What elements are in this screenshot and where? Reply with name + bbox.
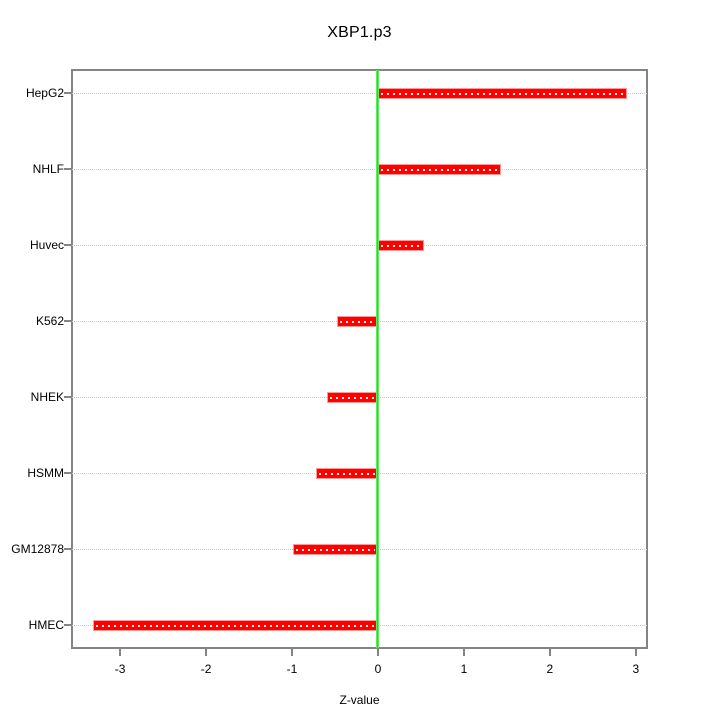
x-tick-label: -3 (114, 662, 126, 676)
x-axis-title: Z-value (339, 693, 380, 707)
bar-stipple-pattern (339, 320, 375, 323)
x-tick-label: -1 (286, 662, 298, 676)
plot-area: HepG2 NHLF Huvec K562 NHEK HSMM GM12878 HMEC -3 -… (11, 70, 647, 676)
x-tick-label: 1 (460, 662, 468, 676)
y-tick-label: Huvec (29, 238, 64, 253)
x-tick-label: 2 (546, 662, 554, 676)
x-axis-tick (291, 648, 294, 656)
y-axis-tick (64, 624, 72, 627)
y-tick-label: NHEK (30, 390, 64, 405)
bar-stipple-pattern (380, 92, 625, 95)
y-axis-tick (64, 168, 72, 171)
bar (336, 315, 378, 327)
x-axis-tick (548, 648, 551, 656)
x-axis-tick (462, 648, 465, 656)
zero-reference-line (376, 70, 380, 648)
x-axis-tick (205, 648, 208, 656)
bar-stipple-pattern (96, 624, 375, 627)
gridline (72, 92, 647, 94)
bar-stipple-pattern (319, 472, 375, 475)
bar (327, 391, 378, 403)
y-axis-tick (64, 472, 72, 475)
x-tick-label: 0 (374, 662, 382, 676)
bar-stipple-pattern (380, 244, 421, 247)
chart-title: XBP1.p3 (327, 24, 392, 41)
x-axis-tick (376, 648, 379, 656)
gridline (72, 244, 647, 246)
gridline (72, 168, 647, 170)
x-tick-label: 3 (632, 662, 640, 676)
bar (377, 163, 501, 175)
bar-stipple-pattern (295, 548, 375, 551)
y-axis-tick (64, 92, 72, 95)
plot-border (71, 69, 648, 649)
x-axis-tick (634, 648, 637, 656)
bar (377, 239, 424, 251)
y-tick-label: K562 (35, 314, 64, 329)
y-tick-label: HepG2 (25, 86, 64, 101)
y-tick-label: HMEC (28, 618, 64, 633)
bar-stipple-pattern (330, 396, 375, 399)
bar (93, 619, 378, 631)
bar (377, 87, 628, 99)
y-axis-tick (64, 396, 72, 399)
bar-stipple-pattern (380, 168, 498, 171)
y-tick-label: NHLF (32, 162, 64, 177)
y-axis-tick (64, 244, 72, 247)
y-tick-label: GM12878 (11, 542, 64, 557)
y-tick-label: HSMM (27, 466, 64, 481)
y-axis-tick (64, 548, 72, 551)
x-tick-label: -2 (200, 662, 212, 676)
bar (316, 467, 378, 479)
bar (292, 543, 378, 555)
y-axis-tick (64, 320, 72, 323)
x-axis-tick (119, 648, 122, 656)
